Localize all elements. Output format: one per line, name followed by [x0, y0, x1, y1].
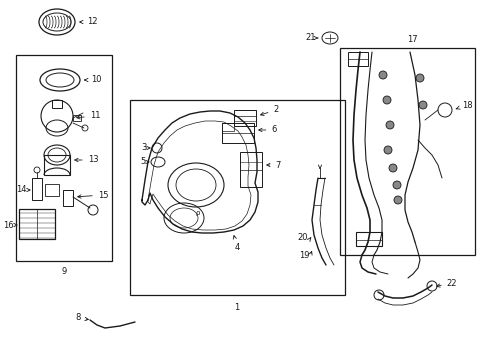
Text: 10: 10 — [84, 76, 101, 85]
Text: 3: 3 — [142, 144, 147, 153]
Circle shape — [385, 121, 393, 129]
Circle shape — [393, 196, 401, 204]
Circle shape — [392, 181, 400, 189]
Text: 2: 2 — [260, 105, 278, 116]
Text: 9: 9 — [61, 267, 66, 276]
Bar — [222, 123, 234, 131]
Text: 18: 18 — [455, 100, 471, 109]
Text: 21: 21 — [305, 33, 315, 42]
Circle shape — [383, 146, 391, 154]
Circle shape — [378, 71, 386, 79]
Text: 6: 6 — [258, 126, 276, 135]
Text: 16: 16 — [3, 220, 14, 230]
Bar — [63, 190, 73, 206]
Text: 5: 5 — [141, 158, 146, 166]
Text: 22: 22 — [436, 279, 456, 288]
Circle shape — [388, 164, 396, 172]
Text: 20: 20 — [297, 234, 307, 243]
Text: 1: 1 — [234, 302, 239, 311]
Text: 15: 15 — [78, 190, 108, 199]
Circle shape — [415, 74, 423, 82]
Bar — [16, 55, 112, 261]
Text: 7: 7 — [266, 161, 280, 170]
Bar — [32, 178, 42, 200]
Bar — [240, 152, 262, 187]
Text: ρ: ρ — [195, 210, 200, 216]
Circle shape — [382, 96, 390, 104]
Text: 14: 14 — [17, 185, 27, 194]
Text: 12: 12 — [80, 18, 97, 27]
Bar — [45, 184, 59, 196]
Text: 8: 8 — [75, 314, 88, 323]
Text: 19: 19 — [299, 251, 309, 260]
Bar — [234, 110, 256, 126]
Bar — [73, 115, 81, 121]
Text: 17: 17 — [406, 36, 416, 45]
Bar — [355, 232, 381, 246]
Text: 13: 13 — [75, 156, 98, 165]
Bar — [52, 100, 62, 108]
Bar — [347, 52, 367, 66]
Circle shape — [418, 101, 426, 109]
Bar — [339, 48, 474, 255]
Bar — [222, 123, 253, 143]
Bar — [19, 209, 55, 239]
Text: 4: 4 — [233, 235, 239, 252]
Text: 11: 11 — [77, 112, 100, 121]
Bar — [130, 100, 345, 295]
Bar — [44, 155, 70, 175]
